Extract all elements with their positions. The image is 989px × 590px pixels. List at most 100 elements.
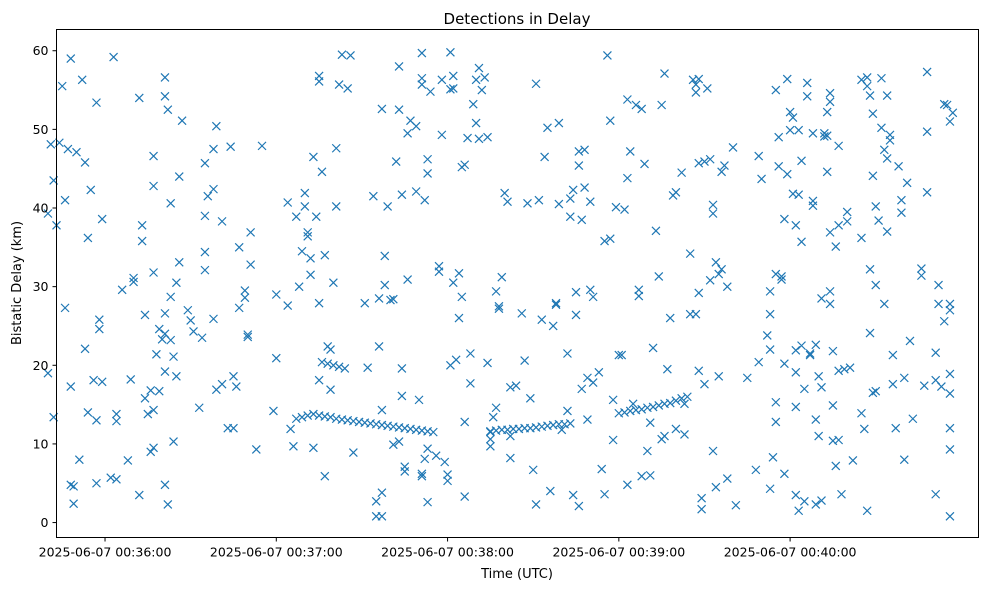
data-point <box>423 497 433 507</box>
data-point <box>600 489 609 499</box>
data-point <box>594 367 604 377</box>
data-point <box>934 280 943 290</box>
data-point <box>294 282 304 292</box>
data-point <box>757 174 766 184</box>
data-point <box>682 392 692 402</box>
data-point <box>457 292 467 302</box>
data-point <box>423 154 433 164</box>
y-tick-label: 50 <box>33 122 49 137</box>
data-point <box>460 160 470 170</box>
data-point <box>588 378 598 388</box>
data-point <box>834 366 844 376</box>
data-point <box>665 398 675 408</box>
data-point <box>303 231 313 241</box>
data-point <box>209 184 218 194</box>
data-point <box>169 437 178 446</box>
data-point <box>694 158 704 168</box>
data-point <box>831 242 841 251</box>
data-point <box>92 478 101 488</box>
data-point <box>291 414 301 424</box>
data-point <box>862 81 872 91</box>
data-point <box>283 198 293 207</box>
data-point <box>865 328 875 338</box>
data-point <box>448 278 458 288</box>
data-point <box>945 511 955 521</box>
data-point <box>320 250 330 260</box>
data-point <box>174 257 184 267</box>
data-point <box>46 139 56 149</box>
data-point <box>417 469 427 479</box>
data-point <box>77 75 87 85</box>
data-point <box>166 198 176 208</box>
data-point <box>945 423 955 433</box>
data-point <box>694 366 704 376</box>
data-point <box>471 75 481 85</box>
data-point <box>808 128 818 138</box>
data-point <box>80 157 90 167</box>
data-point <box>308 152 318 162</box>
data-point <box>43 368 53 378</box>
data-point <box>234 242 244 252</box>
data-point <box>149 405 158 415</box>
data-point <box>805 349 815 358</box>
data-point <box>785 125 795 135</box>
data-point <box>126 375 136 384</box>
data-point <box>169 352 178 362</box>
data-point <box>109 52 119 62</box>
data-point <box>765 345 775 354</box>
data-point <box>511 381 521 391</box>
data-point <box>328 360 338 370</box>
data-point <box>779 214 789 224</box>
data-point <box>209 144 218 154</box>
data-point <box>600 236 609 246</box>
data-point <box>885 130 895 140</box>
data-point <box>334 80 344 89</box>
data-point <box>149 268 158 277</box>
data-point <box>386 295 395 305</box>
data-point <box>637 404 647 414</box>
data-point <box>300 188 310 198</box>
data-point <box>545 486 555 496</box>
data-point <box>660 69 669 78</box>
data-point <box>811 415 821 424</box>
data-point <box>805 350 815 360</box>
data-point <box>916 264 926 273</box>
data-point <box>574 146 584 156</box>
data-point <box>63 144 73 154</box>
data-point <box>397 190 407 200</box>
data-point <box>443 476 452 486</box>
data-point <box>505 431 515 441</box>
data-point <box>842 216 852 226</box>
data-point <box>811 500 821 509</box>
data-point <box>92 415 101 425</box>
data-point <box>654 400 664 410</box>
data-point <box>417 80 427 89</box>
data-point <box>97 377 107 387</box>
data-point <box>163 500 173 509</box>
data-point <box>916 271 926 281</box>
data-point <box>417 471 427 481</box>
data-point <box>474 134 484 144</box>
data-point <box>691 87 701 97</box>
data-point <box>722 282 732 292</box>
data-point <box>799 384 809 394</box>
data-point <box>831 461 841 471</box>
data-point <box>891 423 901 433</box>
data-point <box>314 375 324 385</box>
data-point <box>708 446 718 456</box>
data-point <box>374 341 384 351</box>
data-point <box>814 431 824 441</box>
data-point <box>140 393 150 403</box>
data-point <box>905 336 915 346</box>
data-point <box>779 359 789 369</box>
data-point <box>765 309 775 319</box>
data-point <box>485 441 495 451</box>
data-point <box>708 200 718 210</box>
data-point <box>209 314 218 324</box>
data-point <box>754 357 764 367</box>
data-point <box>877 73 886 83</box>
data-point <box>936 382 946 391</box>
chart-title: Detections in Delay <box>444 10 591 28</box>
data-point <box>817 294 826 303</box>
